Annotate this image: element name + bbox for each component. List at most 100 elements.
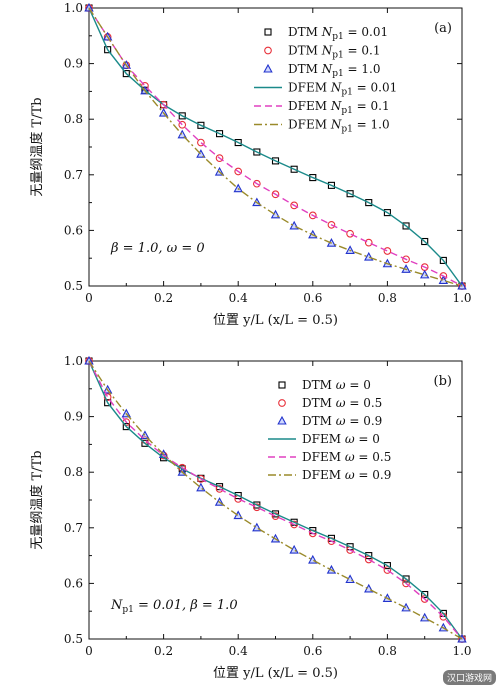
- y-tick-label: 0.5: [64, 279, 83, 293]
- legend-entry: DFEM ω = 0.5: [302, 450, 391, 464]
- data-point: [290, 201, 299, 210]
- y-tick-label: 0.6: [64, 223, 83, 237]
- x-tick-label: 1.0: [452, 644, 471, 658]
- data-point: [308, 211, 317, 220]
- x-axis-label: 位置 y/L (x/L = 0.5): [213, 666, 338, 681]
- series-3: [88, 7, 463, 287]
- legend: DTM ω = 0 DTM ω = 0.5 DTM ω = 0.9 DFEM ω = …: [268, 378, 391, 482]
- data-point: [253, 148, 261, 156]
- annotation: Np1 = 0.01, β = 1.0: [110, 598, 238, 615]
- data-point: [383, 209, 391, 217]
- y-tick-label: 0.7: [64, 521, 83, 535]
- legend-entry: DTM Np1 = 0.1: [288, 44, 381, 61]
- y-tick-label: 0.7: [64, 168, 83, 182]
- chart-panel-a: 0 0.2 0.4 0.6 0.8 1.0 0.5 0.6 0.7 0.8 0.9 1.0 位置 y/L…: [29, 1, 472, 328]
- data-point: [122, 70, 130, 78]
- y-tick-label: 1.0: [64, 1, 83, 15]
- data-point: [290, 165, 298, 173]
- data-point: [289, 544, 299, 554]
- legend-entry: DFEM ω = 0.9: [302, 468, 391, 482]
- x-tick-label: 0: [85, 291, 93, 305]
- legend-entry: DFEM ω = 0: [302, 432, 380, 446]
- data-point: [327, 181, 336, 189]
- data-point: [196, 149, 206, 158]
- data-point: [197, 475, 205, 483]
- series-line: [88, 7, 463, 287]
- y-tick-label: 0.8: [64, 112, 83, 126]
- legend-swatch: [264, 46, 272, 55]
- data-point: [234, 167, 243, 176]
- legend-entry: DTM ω = 0.5: [302, 396, 382, 410]
- data-point: [197, 138, 205, 147]
- data-point: [420, 595, 429, 603]
- data-point: [402, 255, 410, 264]
- data-point: [346, 229, 354, 238]
- data-point: [402, 575, 410, 583]
- panel-label: (a): [434, 21, 452, 36]
- data-point: [178, 112, 186, 120]
- x-tick-label: 0.4: [229, 291, 248, 305]
- y-tick-label: 0.9: [64, 57, 83, 71]
- data-point: [421, 590, 429, 599]
- x-axis-label: 位置 y/L (x/L = 0.5): [213, 313, 338, 328]
- y-tick-label: 0.8: [64, 465, 83, 479]
- legend-entry: DTM ω = 0: [302, 378, 371, 392]
- data-point: [421, 237, 429, 246]
- legend-entry: DFEM Np1 = 0.01: [288, 81, 397, 98]
- data-point: [364, 238, 373, 247]
- x-tick-label: 0: [85, 644, 93, 658]
- data-point: [216, 130, 224, 138]
- x-tick-label: 0.2: [154, 291, 173, 305]
- y-tick-label: 1.0: [64, 354, 83, 368]
- data-point: [177, 129, 187, 139]
- y-axis-label: 无量纲温度 T/Tb: [29, 450, 45, 549]
- y-tick-label: 0.9: [64, 410, 83, 424]
- data-point: [215, 154, 224, 162]
- data-point: [383, 562, 391, 570]
- series-line: [88, 360, 463, 640]
- y-tick-label: 0.5: [64, 632, 83, 646]
- series-5: [88, 7, 463, 287]
- data-point: [402, 222, 410, 230]
- data-point: [383, 566, 392, 574]
- data-point: [103, 393, 112, 401]
- data-point: [327, 220, 336, 229]
- data-point: [253, 179, 261, 188]
- x-tick-label: 1.0: [452, 291, 471, 305]
- legend-swatch: [278, 381, 286, 389]
- series-line: [88, 7, 463, 287]
- legend-swatch: [263, 63, 273, 73]
- data-point: [309, 174, 317, 182]
- legend-swatch: [278, 399, 286, 407]
- panel-label: (b): [434, 374, 452, 389]
- x-tick-label: 0.2: [154, 644, 173, 658]
- series-line: [88, 360, 463, 640]
- series-line: [88, 7, 463, 287]
- chart-panel-b: 0 0.2 0.4 0.6 0.8 1.0 0.5 0.6 0.7 0.8 0.9 1.0 位置 y/L…: [29, 354, 472, 681]
- data-point: [346, 190, 354, 198]
- annotation: β = 1.0, ω = 0: [110, 241, 205, 256]
- series-4: [88, 360, 463, 640]
- legend-entry: DTM ω = 0.9: [302, 414, 382, 428]
- x-tick-label: 0.8: [378, 291, 397, 305]
- y-axis-label: 无量纲温度 T/Tb: [29, 97, 45, 196]
- data-point: [234, 492, 242, 500]
- data-point: [104, 46, 112, 54]
- data-point: [197, 121, 205, 129]
- legend-entry: DFEM Np1 = 1.0: [288, 118, 390, 135]
- data-point: [234, 139, 242, 147]
- data-point: [439, 256, 447, 264]
- series-5: [88, 360, 463, 640]
- x-tick-label: 0.6: [303, 644, 322, 658]
- series-line: [88, 360, 463, 640]
- x-tick-label: 0.6: [303, 291, 322, 305]
- series-3: [88, 360, 463, 640]
- legend-entry: DTM Np1 = 1.0: [288, 62, 381, 79]
- legend-swatch: [277, 415, 287, 425]
- data-point: [104, 399, 112, 407]
- series-1: [85, 4, 466, 290]
- legend-entry: DTM Np1 = 0.01: [288, 25, 388, 42]
- data-point: [383, 247, 392, 255]
